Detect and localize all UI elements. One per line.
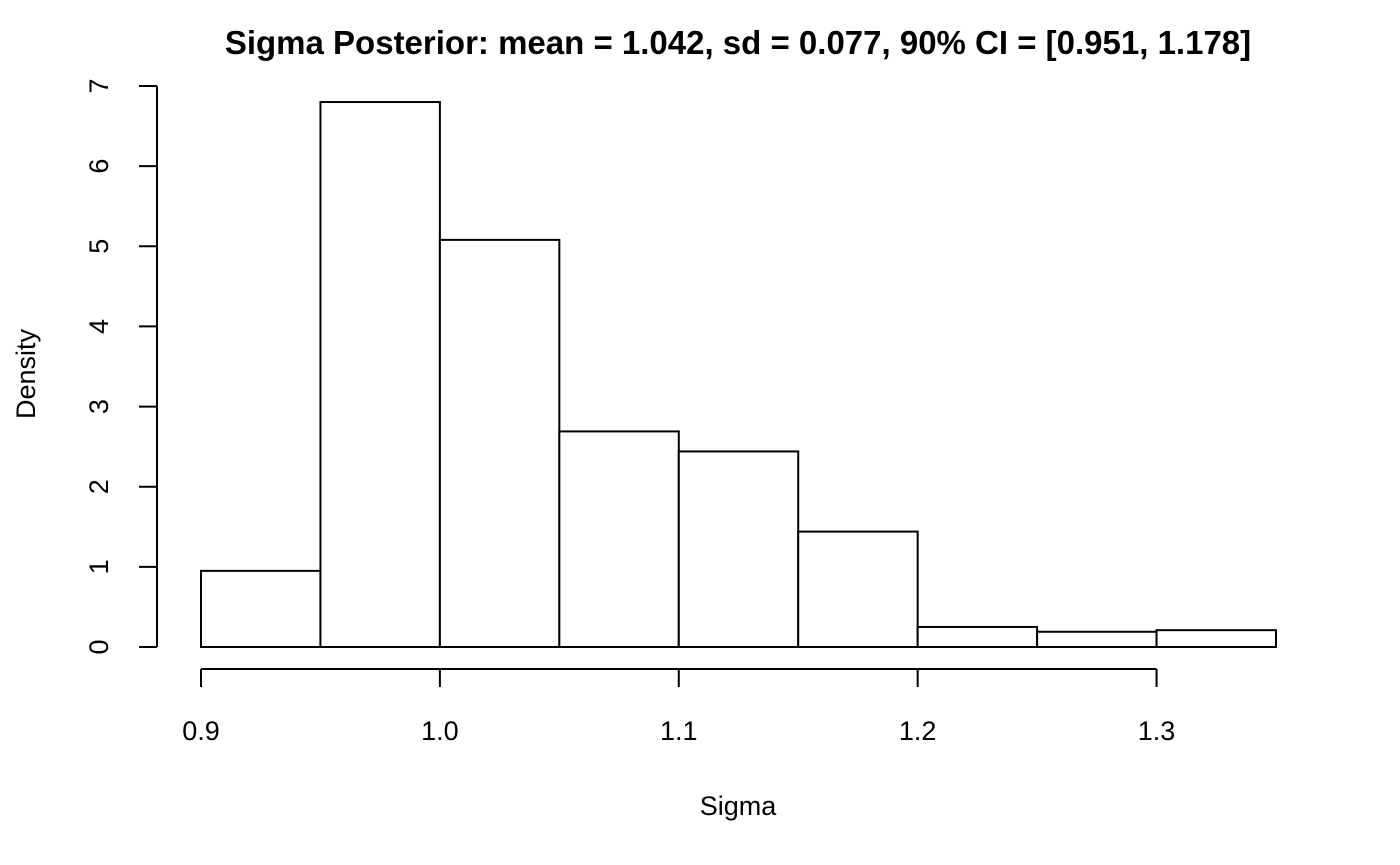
x-tick-label-2: 1.1	[660, 716, 698, 746]
histogram-bar-7	[1036, 630, 1158, 648]
x-axis-label: Sigma	[700, 791, 778, 821]
histogram-bar-6	[916, 625, 1039, 649]
x-tick-label-1: 1.0	[421, 716, 459, 746]
histogram-bars	[200, 101, 1277, 649]
histogram-bar-5	[797, 530, 919, 649]
x-tick-label-0: 0.9	[182, 716, 220, 746]
y-axis-label: Density	[11, 328, 41, 419]
histogram-bar-2	[438, 238, 561, 648]
y-tick-label-5: 5	[84, 239, 114, 254]
y-tick-label-0: 0	[84, 639, 114, 654]
histogram-bar-8	[1155, 629, 1277, 648]
histogram-bar-1	[319, 101, 441, 649]
x-axis: 0.9 1.0 1.1 1.2 1.3	[182, 668, 1176, 746]
y-tick-label-4: 4	[84, 319, 114, 334]
y-tick-label-7: 7	[84, 78, 114, 93]
y-axis: 0 1 2 3 4 5 6 7	[84, 78, 158, 655]
y-tick-label-2: 2	[84, 479, 114, 494]
chart-title: Sigma Posterior: mean = 1.042, sd = 0.07…	[225, 24, 1251, 61]
histogram-bar-0	[200, 569, 322, 648]
y-tick-label-3: 3	[84, 399, 114, 414]
histogram-bar-4	[677, 450, 800, 648]
x-tick-label-4: 1.3	[1138, 716, 1176, 746]
y-tick-label-6: 6	[84, 159, 114, 174]
histogram-bar-3	[558, 430, 680, 648]
x-tick-label-3: 1.2	[899, 716, 937, 746]
y-tick-label-1: 1	[84, 559, 114, 574]
